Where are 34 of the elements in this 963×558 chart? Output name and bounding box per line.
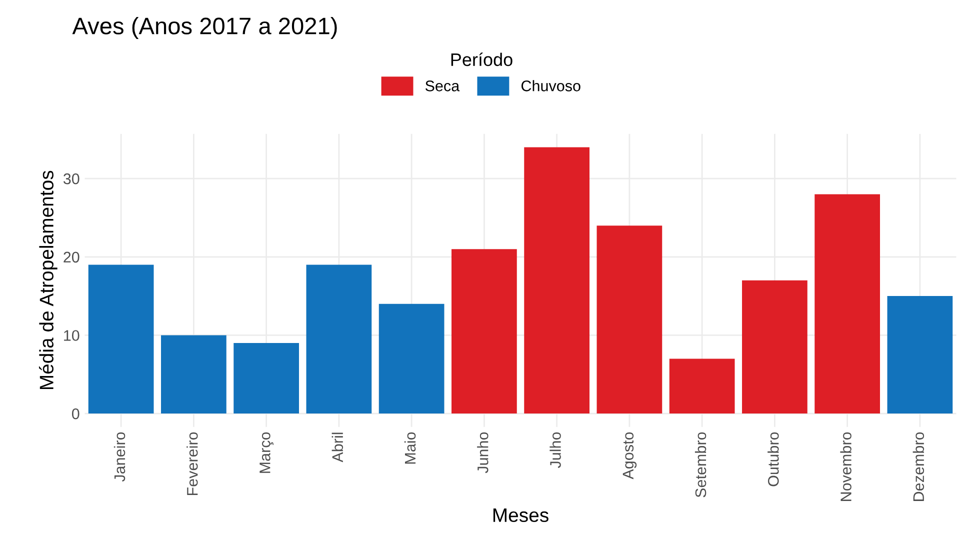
y-tick-label: 20 bbox=[64, 252, 80, 263]
x-axis-title: Meses bbox=[493, 508, 548, 522]
bar bbox=[524, 147, 590, 414]
x-tick-label: Dezembro bbox=[912, 432, 924, 501]
bar bbox=[88, 264, 154, 414]
x-tick-label: Agosto bbox=[622, 432, 637, 480]
bar bbox=[742, 280, 808, 414]
y-tick-label: 10 bbox=[64, 330, 80, 341]
bar bbox=[669, 358, 735, 414]
x-tick-label: Fevereiro bbox=[186, 432, 198, 495]
x-tick-label: Janeiro bbox=[114, 432, 126, 482]
bar bbox=[452, 249, 517, 414]
chart-title: Aves (Anos 2017 a 2021) bbox=[72, 17, 337, 40]
bar bbox=[814, 194, 880, 414]
x-tick-label: Maio bbox=[404, 432, 416, 464]
x-tick-label: Junho bbox=[477, 432, 488, 474]
x-tick-label: Outubro bbox=[768, 432, 779, 486]
x-tick-label: Novembro bbox=[840, 432, 852, 501]
x-tick-label: Setembro bbox=[694, 432, 706, 498]
bar bbox=[887, 296, 953, 414]
legend-label: Seca bbox=[425, 80, 460, 92]
bar bbox=[234, 343, 299, 414]
x-tick-label: Abril bbox=[332, 432, 344, 462]
y-tick-label: 30 bbox=[63, 173, 80, 184]
legend-label: Chuvoso bbox=[521, 80, 580, 92]
y-axis-title: Média de Atropelamentos bbox=[38, 170, 58, 390]
bar bbox=[306, 264, 372, 414]
legend-title: Período bbox=[451, 52, 512, 66]
bar bbox=[161, 335, 226, 414]
x-tick-label: Julho bbox=[550, 432, 561, 468]
y-tick-label: 0 bbox=[72, 408, 80, 420]
bar bbox=[596, 226, 662, 414]
bar bbox=[378, 304, 444, 414]
x-tick-label: Março bbox=[260, 432, 274, 473]
